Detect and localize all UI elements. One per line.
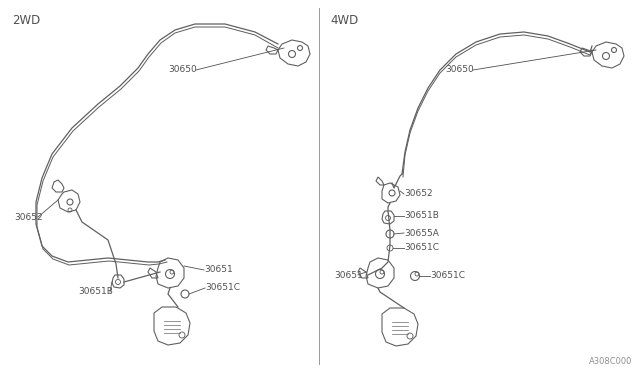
Text: 30655A: 30655A: [404, 228, 439, 237]
Text: 30651B: 30651B: [404, 212, 439, 221]
Text: 30652: 30652: [14, 212, 43, 221]
Text: 30650: 30650: [445, 65, 474, 74]
Text: 30651: 30651: [204, 266, 233, 275]
Text: 30651C: 30651C: [430, 272, 465, 280]
Text: 2WD: 2WD: [12, 14, 40, 27]
Text: 30651C: 30651C: [205, 283, 240, 292]
Text: 30650: 30650: [168, 65, 196, 74]
Text: 4WD: 4WD: [330, 14, 358, 27]
Text: 30651B: 30651B: [78, 288, 113, 296]
Text: 30651C: 30651C: [404, 244, 439, 253]
Text: 30652: 30652: [404, 189, 433, 199]
Text: A308C000: A308C000: [589, 357, 632, 366]
Text: 30651: 30651: [334, 270, 363, 279]
